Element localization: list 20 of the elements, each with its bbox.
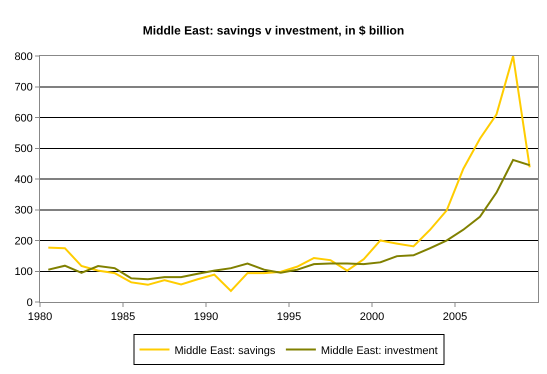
y-tick-label: 500 [14,143,33,156]
x-tick-label: 1980 [28,311,52,324]
y-tick-label: 300 [14,204,33,217]
y-tick-label: 400 [14,174,33,186]
y-tick-label: 600 [14,112,33,124]
line-series [47,56,531,292]
y-tick-label: 100 [14,266,33,278]
legend-label: Middle East: savings [174,344,276,357]
y-tick-label: 700 [14,82,33,94]
line-series [47,158,531,280]
x-tick-label: 1990 [194,311,218,324]
x-tick-label: 2000 [360,311,384,324]
chart-title: Middle East: savings v investment, in $ billion [142,24,404,38]
x-tick-label: 1995 [276,311,302,324]
y-tick-label: 0 [26,296,33,309]
x-tick-label: 2005 [442,311,468,324]
x-tick-label: 1985 [110,311,136,324]
y-tick-label: 800 [14,50,33,63]
legend-label: Middle East: investment [320,344,438,357]
y-tick-label: 200 [14,235,33,248]
